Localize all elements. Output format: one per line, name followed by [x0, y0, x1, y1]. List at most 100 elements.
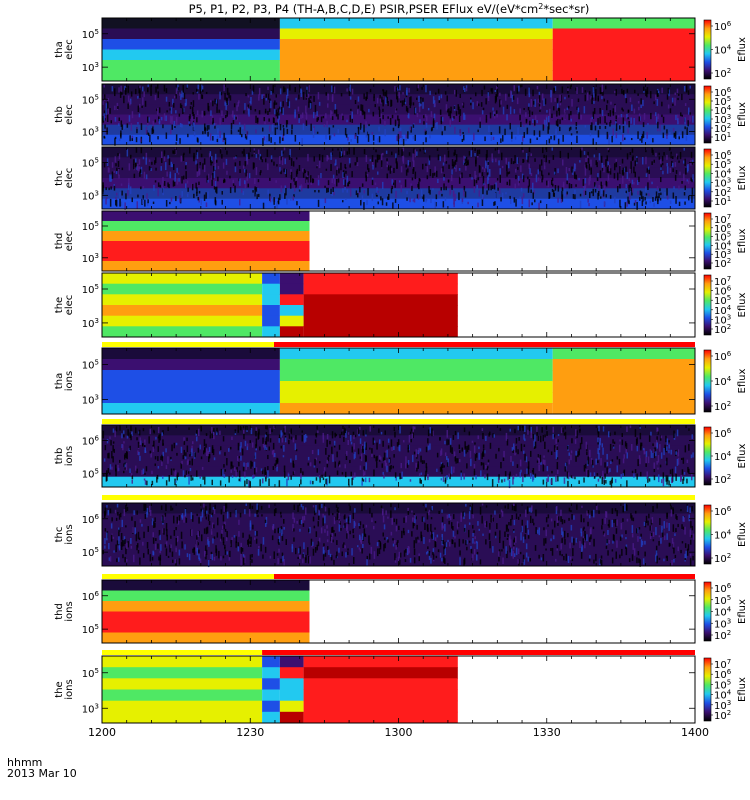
- noise-speck: [666, 129, 668, 136]
- noise-speck: [353, 443, 355, 450]
- noise-speck: [648, 513, 650, 519]
- noise-speck: [376, 461, 378, 468]
- noise-speck: [255, 115, 257, 124]
- noise-speck: [643, 448, 645, 455]
- noise-speck: [638, 455, 641, 459]
- noise-speck: [196, 513, 198, 516]
- noise-speck: [189, 460, 191, 465]
- noise-speck: [606, 461, 609, 466]
- noise-speck: [652, 506, 654, 512]
- noise-speck: [265, 476, 267, 482]
- noise-speck: [358, 433, 360, 437]
- noise-speck: [177, 536, 179, 542]
- noise-speck: [497, 477, 500, 483]
- noise-speck: [560, 543, 562, 550]
- noise-speck: [136, 201, 138, 209]
- noise-speck: [434, 527, 436, 530]
- noise-speck: [527, 461, 530, 469]
- noise-speck: [621, 107, 623, 111]
- noise-speck: [452, 526, 454, 531]
- noise-speck: [655, 152, 657, 157]
- noise-speck: [281, 529, 283, 536]
- noise-speck: [166, 110, 168, 113]
- noise-speck: [592, 138, 594, 145]
- noise-speck: [622, 176, 624, 184]
- noise-speck: [584, 184, 587, 193]
- noise-speck: [365, 121, 367, 128]
- noise-speck: [202, 163, 204, 170]
- noise-speck: [657, 455, 660, 463]
- colorbar-tick-label: 104: [714, 239, 732, 252]
- noise-speck: [410, 102, 412, 106]
- noise-speck: [273, 161, 275, 166]
- noise-speck: [254, 467, 256, 475]
- noise-speck: [432, 532, 435, 540]
- noise-speck: [353, 434, 355, 440]
- noise-speck: [296, 201, 298, 206]
- noise-speck: [560, 427, 563, 434]
- noise-speck: [564, 96, 566, 100]
- noise-speck: [677, 449, 680, 457]
- noise-speck: [690, 151, 693, 158]
- noise-speck: [128, 163, 131, 171]
- noise-speck: [176, 516, 178, 524]
- chart-title-tail: *sec*sr): [543, 2, 589, 16]
- noise-speck: [412, 153, 414, 162]
- noise-speck: [547, 514, 550, 519]
- noise-speck: [309, 462, 312, 467]
- noise-speck: [399, 127, 402, 131]
- noise-speck: [250, 106, 252, 111]
- noise-speck: [583, 477, 585, 483]
- noise-speck: [129, 135, 131, 142]
- noise-speck: [542, 463, 545, 472]
- noise-speck: [290, 436, 293, 440]
- noise-speck: [150, 91, 152, 96]
- noise-speck: [619, 444, 621, 453]
- noise-speck: [631, 138, 633, 141]
- spectrogram-cell: [279, 49, 553, 61]
- noise-speck: [161, 454, 163, 462]
- noise-speck: [486, 467, 488, 471]
- noise-speck: [645, 89, 647, 97]
- noise-speck: [563, 556, 565, 561]
- noise-speck: [642, 196, 644, 202]
- noise-speck: [454, 89, 456, 95]
- noise-speck: [643, 521, 646, 526]
- noise-speck: [530, 153, 532, 157]
- spectrogram-cell: [102, 632, 310, 644]
- noise-speck: [428, 186, 430, 194]
- noise-speck: [338, 512, 340, 520]
- noise-speck: [139, 103, 141, 108]
- noise-speck: [165, 448, 167, 453]
- noise-speck: [475, 175, 477, 180]
- noise-speck: [382, 108, 384, 112]
- noise-speck: [599, 170, 602, 179]
- noise-speck: [331, 85, 333, 93]
- noise-speck: [299, 519, 301, 525]
- noise-speck: [561, 191, 563, 199]
- noise-speck: [169, 201, 171, 205]
- noise-speck: [245, 169, 247, 177]
- noise-speck: [402, 147, 405, 152]
- noise-speck: [264, 445, 266, 450]
- noise-speck: [129, 432, 131, 439]
- noise-speck: [583, 465, 586, 472]
- noise-speck: [170, 535, 172, 539]
- noise-speck: [431, 428, 433, 437]
- noise-speck: [332, 125, 335, 128]
- noise-speck: [666, 133, 668, 139]
- noise-speck: [182, 455, 184, 460]
- noise-speck: [620, 114, 623, 118]
- noise-speck: [538, 91, 541, 95]
- noise-speck: [377, 154, 379, 161]
- noise-speck: [342, 425, 344, 429]
- noise-speck: [230, 539, 232, 548]
- noise-speck: [222, 436, 225, 442]
- noise-speck: [345, 197, 347, 200]
- noise-speck: [506, 114, 508, 121]
- noise-speck: [669, 132, 671, 135]
- noise-speck: [567, 480, 569, 488]
- noise-speck: [267, 93, 270, 100]
- noise-speck: [552, 433, 554, 440]
- noise-speck: [555, 128, 557, 136]
